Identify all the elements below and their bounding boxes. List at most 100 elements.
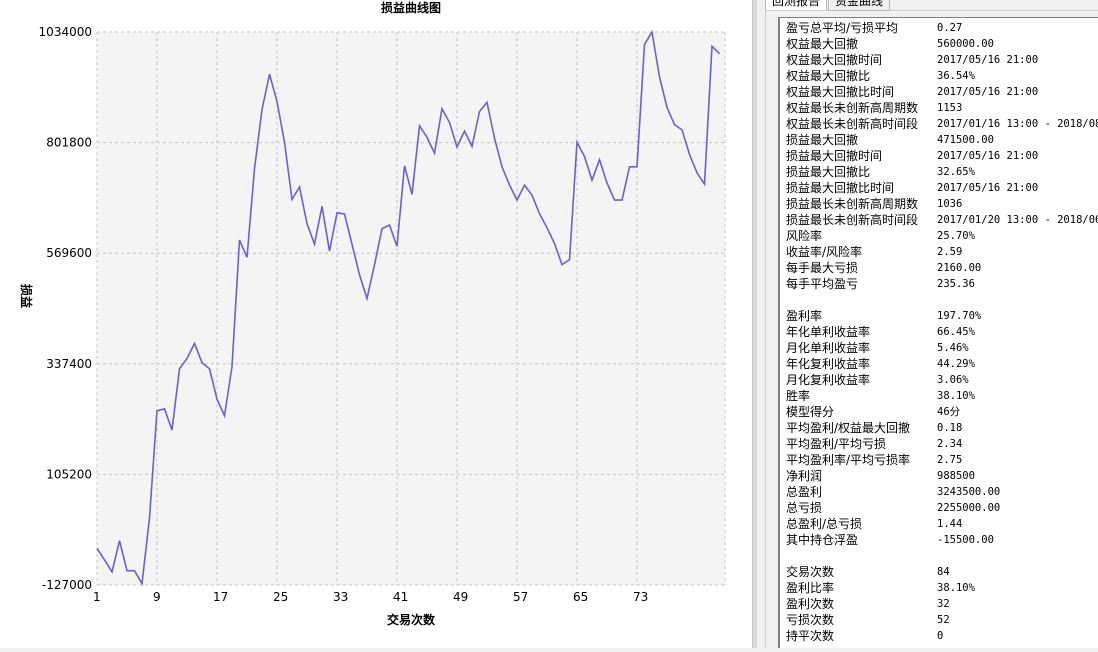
report-value: -15500.00 (937, 534, 994, 546)
report-value: 2017/05/16 21:00 (937, 150, 1039, 162)
report-value: 1153 (937, 102, 963, 114)
report-value: 36.54% (937, 70, 975, 82)
report-label: 盈亏总平均/亏损平均 (786, 21, 899, 35)
x-tick-label: 57 (513, 590, 528, 604)
report-label: 盈利比率 (786, 581, 835, 595)
x-axis-label: 交易次数 (387, 612, 436, 627)
report-value: 46分 (937, 406, 961, 418)
y-axis-label: 损益 (19, 284, 34, 308)
report-label: 总盈利/总亏损 (786, 517, 863, 531)
report-label: 胜率 (786, 389, 811, 403)
report-value: 1036 (937, 198, 963, 210)
report-value: 32 (937, 598, 950, 610)
report-list: 盈亏总平均/亏损平均 0.27 权益最大回撤 560000.00 权益最大回撤时间 201… (778, 17, 1098, 648)
report-value: 2017/05/16 21:00 (937, 86, 1039, 98)
report-value: 988500 (937, 470, 975, 482)
y-tick-label: 1034000 (39, 25, 92, 39)
report-label: 每手最大亏损 (786, 261, 859, 275)
x-tick-label: 41 (393, 590, 408, 604)
report-value: 0.27 (937, 22, 963, 34)
report-value: 44.29% (937, 358, 975, 370)
report-value: 0.18 (937, 422, 963, 434)
report-value: 2017/01/20 13:00 - 2018/06/ (937, 214, 1098, 226)
report-label: 持平次数 (786, 629, 835, 643)
report-value: 32.65% (937, 166, 975, 178)
report-value: 0 (937, 630, 944, 642)
pnl-series-line (96, 29, 721, 587)
report-label: 模型得分 (786, 405, 835, 419)
report-label: 风险率 (786, 229, 823, 243)
report-label: 损益最大回撤 (786, 133, 859, 147)
tab-backtest-report[interactable]: 回测报告 (765, 0, 828, 10)
report-label: 年化单利收益率 (786, 325, 871, 339)
report-label: 权益最大回撤 (786, 37, 859, 51)
report-value: 2255000.00 (937, 502, 1001, 514)
x-tick-label: 1 (93, 590, 101, 604)
report-label: 损益最大回撤比时间 (786, 181, 895, 195)
report-label: 平均盈利/权益最大回撤 (786, 421, 911, 435)
report-value: 84 (937, 566, 950, 578)
report-label: 月化单利收益率 (786, 341, 871, 355)
report-label: 盈利率 (786, 309, 823, 323)
report-label: 月化复利收益率 (786, 373, 871, 387)
tab-equity-curve[interactable]: 资金曲线 (828, 0, 891, 11)
x-tick-label: 49 (453, 590, 468, 604)
x-tick-label: 65 (573, 590, 588, 604)
y-tick-label: 569600 (46, 246, 92, 260)
report-value: 197.70% (937, 310, 982, 322)
report-label: 其中持仓浮盈 (786, 533, 859, 547)
splitter[interactable] (752, 0, 757, 648)
report-label: 年化复利收益率 (786, 357, 871, 371)
report-value: 2.59 (937, 246, 963, 258)
report-label: 权益最大回撤比 (786, 69, 871, 83)
report-value: 2017/01/16 13:00 - 2018/08/ (937, 118, 1098, 130)
report-label: 损益最大回撤时间 (786, 149, 883, 163)
report-value: 38.10% (937, 390, 975, 402)
report-value: 560000.00 (937, 38, 994, 50)
report-label: 净利润 (786, 469, 823, 483)
report-value: 2017/05/16 21:00 (937, 54, 1039, 66)
x-tick-label: 9 (153, 590, 161, 604)
y-tick-label: 801800 (46, 136, 92, 150)
y-tick-label: 105200 (46, 467, 92, 481)
report-label: 损益最大回撤比 (786, 165, 871, 179)
report-value: 471500.00 (937, 134, 994, 146)
x-tick-label: 17 (213, 590, 228, 604)
report-value: 2.75 (937, 454, 963, 466)
report-panel: 盈亏总平均/亏损平均 0.27 权益最大回撤 560000.00 权益最大回撤时间 201… (757, 0, 1098, 648)
report-label: 亏损次数 (786, 613, 835, 627)
report-label: 平均盈利率/平均亏损率 (786, 453, 911, 467)
report-value: 25.70% (937, 230, 975, 242)
chart-panel: 损益曲线图 交易次数 损益 1034000 801800 569600 337400 1… (0, 0, 752, 648)
report-label: 权益最长未创新高周期数 (786, 101, 919, 115)
report-label: 每手平均盈亏 (786, 277, 859, 291)
report-value: 235.36 (937, 278, 975, 290)
chart-title: 损益曲线图 (381, 0, 441, 15)
y-tick-label: 337400 (46, 357, 92, 371)
report-value: 38.10% (937, 582, 975, 594)
report-label: 总亏损 (786, 501, 823, 515)
plot-background (97, 32, 725, 585)
report-value: 3.06% (937, 374, 969, 386)
tab-content: 盈亏总平均/亏损平均 0.27 权益最大回撤 560000.00 权益最大回撤时间 201… (765, 10, 1098, 648)
report-label: 总盈利 (786, 485, 823, 499)
report-label: 损益最长未创新高周期数 (786, 197, 919, 211)
report-value: 2160.00 (937, 262, 982, 274)
report-value: 52 (937, 614, 950, 626)
report-label: 损益最长未创新高时间段 (786, 213, 919, 227)
report-value: 66.45% (937, 326, 975, 338)
report-label: 权益最长未创新高时间段 (786, 117, 919, 131)
y-tick-label: -127000 (42, 578, 92, 592)
x-tick-label: 73 (633, 590, 648, 604)
report-label: 平均盈利/平均亏损 (786, 437, 887, 451)
report-label: 权益最大回撤时间 (786, 53, 883, 67)
report-label: 盈利次数 (786, 597, 835, 611)
report-value: 5.46% (937, 342, 969, 354)
report-value: 3243500.00 (937, 486, 1001, 498)
report-label: 交易次数 (786, 565, 835, 579)
report-value: 2.34 (937, 438, 963, 450)
x-tick-label: 33 (333, 590, 348, 604)
report-label: 收益率/风险率 (786, 245, 863, 259)
report-value: 1.44 (937, 518, 963, 530)
